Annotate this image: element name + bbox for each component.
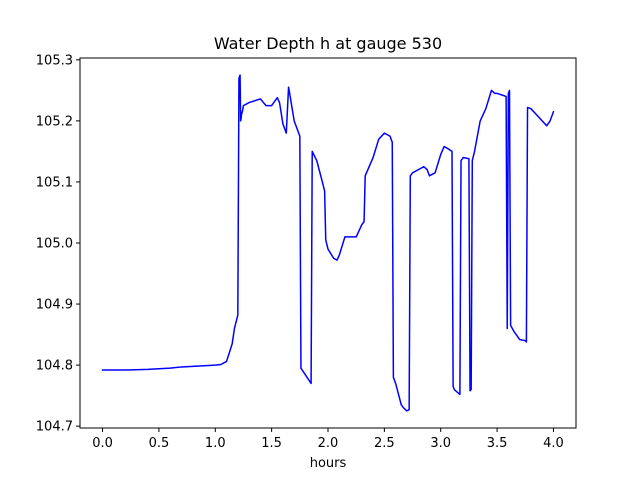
chart-title: Water Depth h at gauge 530 [214,34,442,53]
x-tick-label: 0.5 [149,436,170,451]
x-axis: 0.0 0.5 1.0 1.5 2.0 2.5 3.0 3.5 4.0 [92,428,564,451]
series-line [101,74,555,412]
x-tick-label: 3.0 [430,436,451,451]
plot-area [79,57,577,429]
y-tick-label: 104.8 [36,359,73,374]
plot-background [80,58,576,428]
series-layer [101,74,555,412]
x-tick-label: 1.0 [205,436,226,451]
y-tick-label: 105.1 [36,175,73,190]
y-axis: 104.7 104.8 104.9 105.0 105.1 105.2 105.3 [36,53,80,435]
y-tick-label: 105.3 [36,53,73,68]
x-tick-label: 1.5 [261,436,282,451]
x-axis-label: hours [310,456,347,471]
x-tick-label: 4.0 [543,436,564,451]
x-tick-label: 0.0 [92,436,113,451]
y-tick-label: 104.9 [36,298,73,313]
y-tick-label: 105.0 [36,237,73,252]
x-tick-label: 2.0 [318,436,339,451]
x-tick-label: 2.5 [374,436,395,451]
y-tick-label: 105.2 [36,114,73,129]
x-tick-label: 3.5 [487,436,508,451]
y-tick-label: 104.7 [36,420,73,435]
